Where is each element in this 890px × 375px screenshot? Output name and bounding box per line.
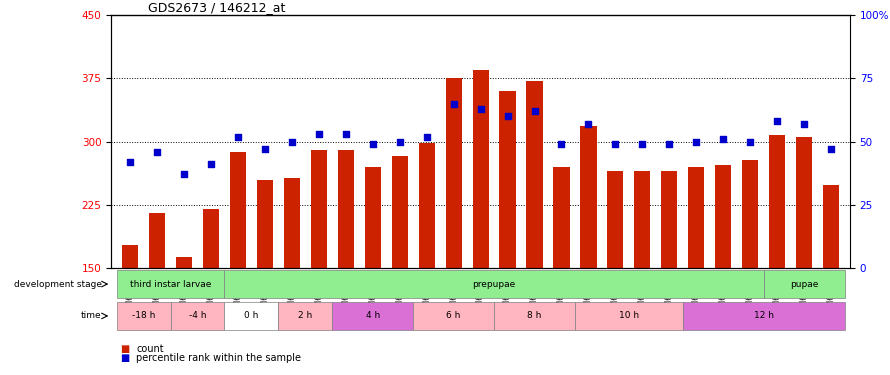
Point bbox=[366, 141, 380, 147]
Point bbox=[770, 118, 784, 124]
Bar bbox=[635, 171, 651, 268]
Bar bbox=[823, 186, 839, 268]
Bar bbox=[499, 91, 515, 268]
Text: -4 h: -4 h bbox=[189, 311, 206, 320]
Point bbox=[231, 134, 245, 140]
Point bbox=[689, 139, 703, 145]
Bar bbox=[661, 171, 677, 268]
Text: count: count bbox=[136, 344, 164, 354]
Bar bbox=[796, 137, 813, 268]
Bar bbox=[473, 70, 489, 268]
Bar bbox=[230, 152, 246, 268]
Bar bbox=[683, 302, 845, 330]
Bar bbox=[392, 156, 408, 268]
Point bbox=[716, 136, 731, 142]
Bar bbox=[575, 302, 683, 330]
Bar bbox=[117, 302, 171, 330]
Bar bbox=[122, 244, 138, 268]
Bar bbox=[279, 302, 332, 330]
Point bbox=[824, 146, 838, 152]
Bar bbox=[716, 165, 732, 268]
Bar bbox=[284, 178, 300, 268]
Point bbox=[258, 146, 272, 152]
Bar bbox=[332, 302, 413, 330]
Point bbox=[608, 141, 622, 147]
Bar bbox=[171, 302, 224, 330]
Point bbox=[392, 139, 407, 145]
Text: 4 h: 4 h bbox=[366, 311, 380, 320]
Bar bbox=[337, 150, 354, 268]
Text: 0 h: 0 h bbox=[244, 311, 259, 320]
Bar bbox=[365, 167, 381, 268]
Bar bbox=[554, 167, 570, 268]
Bar bbox=[580, 126, 596, 268]
Text: 12 h: 12 h bbox=[754, 311, 773, 320]
Bar bbox=[418, 143, 435, 268]
Text: development stage: development stage bbox=[14, 280, 101, 289]
Point bbox=[500, 113, 514, 119]
Point bbox=[285, 139, 299, 145]
Bar bbox=[688, 167, 704, 268]
Bar bbox=[203, 209, 219, 268]
Point bbox=[797, 121, 812, 127]
Point bbox=[581, 121, 595, 127]
Text: 2 h: 2 h bbox=[298, 311, 312, 320]
Text: GDS2673 / 146212_at: GDS2673 / 146212_at bbox=[148, 1, 286, 14]
Point bbox=[123, 159, 137, 165]
Point bbox=[635, 141, 650, 147]
Bar bbox=[117, 270, 224, 298]
Text: pupae: pupae bbox=[790, 280, 818, 289]
Bar bbox=[224, 270, 764, 298]
Text: 6 h: 6 h bbox=[447, 311, 461, 320]
Bar bbox=[413, 302, 494, 330]
Text: 8 h: 8 h bbox=[528, 311, 542, 320]
Text: percentile rank within the sample: percentile rank within the sample bbox=[136, 353, 301, 363]
Point bbox=[419, 134, 433, 140]
Point bbox=[339, 131, 353, 137]
Bar bbox=[769, 135, 785, 268]
Text: prepupae: prepupae bbox=[473, 280, 515, 289]
Bar bbox=[764, 270, 845, 298]
Point bbox=[204, 161, 218, 167]
Bar bbox=[446, 78, 462, 268]
Text: third instar larvae: third instar larvae bbox=[130, 280, 211, 289]
Text: ■: ■ bbox=[120, 353, 129, 363]
Bar bbox=[494, 302, 575, 330]
Text: ■: ■ bbox=[120, 344, 129, 354]
Bar bbox=[257, 180, 273, 268]
Point bbox=[150, 148, 164, 154]
Point bbox=[662, 141, 676, 147]
Bar bbox=[607, 171, 624, 268]
Point bbox=[473, 106, 488, 112]
Bar bbox=[224, 302, 279, 330]
Point bbox=[177, 171, 191, 177]
Bar bbox=[149, 213, 166, 268]
Point bbox=[312, 131, 326, 137]
Text: time: time bbox=[81, 311, 101, 320]
Text: 10 h: 10 h bbox=[619, 311, 639, 320]
Text: -18 h: -18 h bbox=[132, 311, 155, 320]
Bar bbox=[311, 150, 327, 268]
Point bbox=[447, 100, 461, 106]
Bar bbox=[176, 257, 192, 268]
Point bbox=[528, 108, 542, 114]
Bar bbox=[742, 160, 758, 268]
Point bbox=[743, 139, 757, 145]
Point bbox=[554, 141, 569, 147]
Bar bbox=[526, 81, 543, 268]
